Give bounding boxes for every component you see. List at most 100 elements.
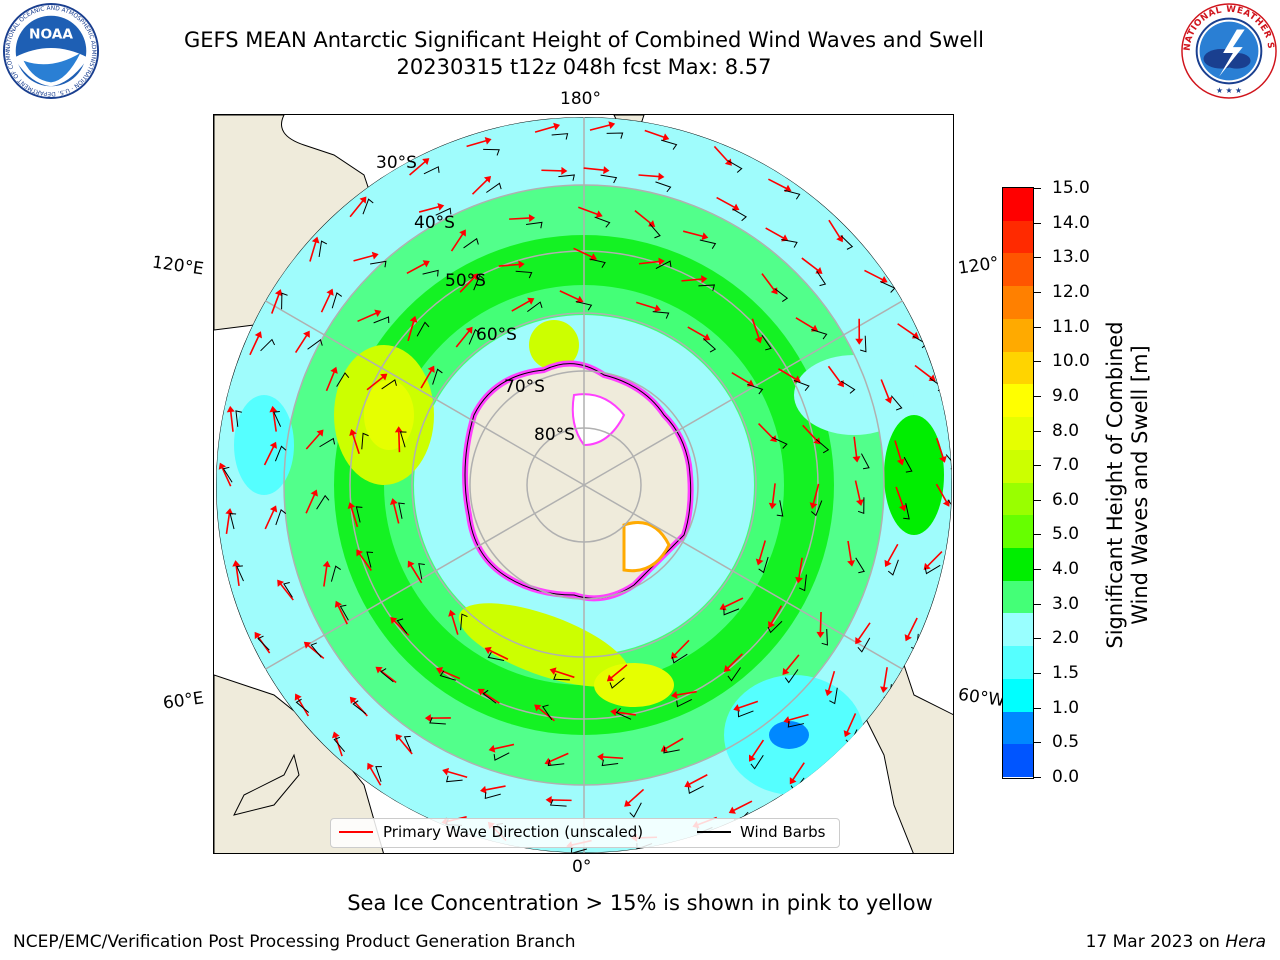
colorbar-tick-label: 15.0 — [1052, 178, 1090, 198]
colorbar-segment — [1003, 449, 1033, 483]
colorbar-tick-label: 1.0 — [1052, 697, 1080, 718]
wave-arrow — [320, 291, 332, 313]
colorbar-tick-label: 11.0 — [1052, 316, 1090, 337]
wave-arrow — [601, 756, 624, 760]
wind-barb — [526, 221, 543, 229]
wind-barb — [887, 559, 899, 576]
wave-arrowhead — [303, 330, 310, 338]
wave-arrowhead — [724, 158, 732, 166]
wave-arrowhead — [332, 731, 340, 739]
wind-barb — [671, 653, 688, 664]
map-canvas — [214, 115, 953, 853]
wind-barb — [527, 301, 543, 313]
wave-arrowhead — [322, 560, 331, 568]
wave-arrowhead — [254, 331, 263, 339]
wind-barb — [821, 628, 828, 646]
wind-barb — [370, 260, 387, 268]
wave-arrowhead — [658, 257, 665, 266]
wave-arrowhead — [843, 730, 851, 738]
wind-barb — [375, 766, 382, 782]
wave-arrowhead — [448, 609, 456, 617]
wave-arrowhead — [407, 560, 415, 568]
wave-arrowhead — [610, 708, 617, 717]
colorbar-segment — [1003, 613, 1033, 647]
wave-arrow — [638, 260, 661, 265]
lon-label-right-lower: 60°W — [956, 684, 1007, 712]
wave-arrow — [751, 318, 761, 340]
wind-barb — [663, 746, 680, 754]
wave-arrow — [407, 319, 415, 342]
wave-arrowhead — [294, 693, 302, 701]
colorbar-segment — [1003, 744, 1033, 778]
wave-arrowhead — [754, 336, 763, 344]
wind-barb — [366, 551, 374, 568]
wind-barb — [840, 235, 854, 250]
wave-arrow — [235, 564, 240, 587]
colorbar-tick-label: 14.0 — [1052, 212, 1090, 233]
wind-barb — [781, 238, 798, 248]
wind-barb — [787, 720, 805, 728]
wave-arrow — [609, 664, 628, 680]
colorbar-segment — [1003, 482, 1033, 516]
wave-arrowhead — [723, 664, 731, 673]
wave-arrow — [856, 622, 871, 642]
wave-arrowhead — [855, 637, 862, 645]
wave-arrow — [418, 205, 441, 213]
wave-arrow — [795, 317, 816, 330]
colorbar — [1002, 187, 1034, 779]
wind-barb — [924, 564, 941, 575]
wind-barb — [575, 301, 593, 311]
wave-arrowhead — [269, 441, 277, 449]
wave-arrowhead — [624, 799, 632, 807]
wave-arrowhead — [662, 133, 670, 141]
wind-barb — [274, 445, 287, 462]
wave-arrow — [541, 169, 564, 172]
wind-barb — [396, 618, 408, 634]
wind-barb — [435, 207, 452, 216]
colorbar-segment — [1003, 286, 1033, 320]
wave-arrowhead — [349, 696, 357, 704]
wave-arrow — [812, 483, 820, 506]
wave-arrow — [353, 254, 375, 262]
colorbar-tick-mark — [1033, 395, 1041, 397]
wave-arrowhead — [310, 489, 318, 497]
wind-barb — [750, 754, 764, 770]
wind-barb — [473, 274, 485, 291]
wave-arrowhead — [648, 220, 656, 227]
wave-arrow — [663, 737, 684, 751]
wave-arrow — [797, 557, 803, 580]
wave-arrowhead — [749, 754, 756, 762]
colorbar-segment — [1003, 678, 1033, 713]
wind-barb — [676, 699, 693, 708]
wave-arrow — [553, 669, 575, 679]
sea-ice-note: Sea Ice Concentration > 15% is shown in … — [347, 891, 933, 915]
wind-barb — [799, 574, 807, 592]
colorbar-segment — [1003, 711, 1033, 745]
wave-arrow — [487, 648, 509, 660]
wave-arrowhead — [654, 304, 662, 313]
wave-arrow — [906, 617, 918, 639]
colorbar-tick-label: 4.0 — [1052, 559, 1080, 580]
wind-barb — [698, 284, 716, 291]
wave-arrowhead — [755, 558, 764, 566]
wind-barb — [903, 456, 913, 473]
wave-arrowhead — [484, 646, 492, 655]
wave-arrow — [409, 563, 423, 584]
wind-barb — [319, 437, 336, 448]
svg-text:★ ★ ★: ★ ★ ★ — [1216, 86, 1242, 95]
lat-label-40s: 40°S — [414, 213, 455, 233]
wave-arrowhead — [880, 686, 888, 693]
wave-arrowhead — [784, 184, 792, 192]
wind-barb — [652, 311, 670, 319]
wave-arrowhead — [855, 338, 864, 345]
colorbar-segment — [1003, 220, 1033, 254]
footer-date: 17 Mar 2023 on Hera — [1086, 932, 1266, 952]
wave-arrowhead — [484, 136, 492, 145]
wave-arrowhead — [939, 455, 947, 463]
wave-arrowhead — [390, 616, 398, 625]
wind-barb — [815, 439, 830, 454]
wave-arrow — [336, 604, 348, 625]
wave-arrowhead — [459, 229, 466, 237]
wave-arrow — [409, 160, 427, 176]
wind-barb — [310, 642, 322, 658]
